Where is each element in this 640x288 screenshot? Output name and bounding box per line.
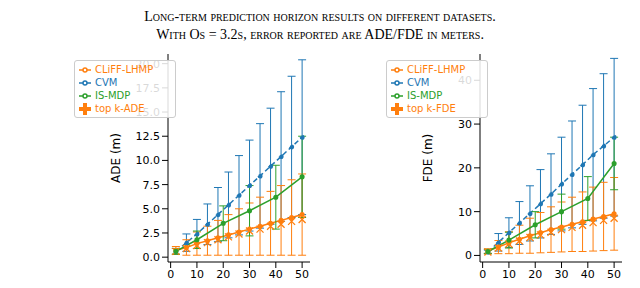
svg-text:20: 20 xyxy=(216,268,230,281)
svg-text:FDE (m): FDE (m) xyxy=(421,134,435,183)
svg-text:5.0: 5.0 xyxy=(143,203,161,216)
svg-text:20: 20 xyxy=(528,268,542,281)
svg-text:ADE (m): ADE (m) xyxy=(109,133,123,183)
svg-text:10: 10 xyxy=(190,268,204,281)
svg-text:40: 40 xyxy=(581,268,595,281)
svg-text:20.0: 20.0 xyxy=(136,58,161,71)
svg-text:12.5: 12.5 xyxy=(136,130,161,143)
svg-text:0.0: 0.0 xyxy=(143,251,161,264)
svg-text:15.0: 15.0 xyxy=(136,106,161,119)
svg-text:7.5: 7.5 xyxy=(143,179,161,192)
svg-text:2.5: 2.5 xyxy=(143,227,161,240)
svg-text:10: 10 xyxy=(502,268,516,281)
svg-text:30: 30 xyxy=(243,268,257,281)
svg-text:40: 40 xyxy=(269,268,283,281)
svg-text:17.5: 17.5 xyxy=(136,82,161,95)
svg-text:0: 0 xyxy=(479,268,486,281)
svg-text:10: 10 xyxy=(458,206,472,219)
svg-text:30: 30 xyxy=(555,268,569,281)
svg-text:50: 50 xyxy=(295,268,309,281)
svg-text:50: 50 xyxy=(607,268,621,281)
svg-text:20: 20 xyxy=(458,162,472,175)
svg-text:0: 0 xyxy=(465,249,472,262)
svg-text:10.0: 10.0 xyxy=(136,154,161,167)
svg-text:40: 40 xyxy=(458,74,472,87)
svg-text:0: 0 xyxy=(167,268,174,281)
svg-text:30: 30 xyxy=(458,118,472,131)
